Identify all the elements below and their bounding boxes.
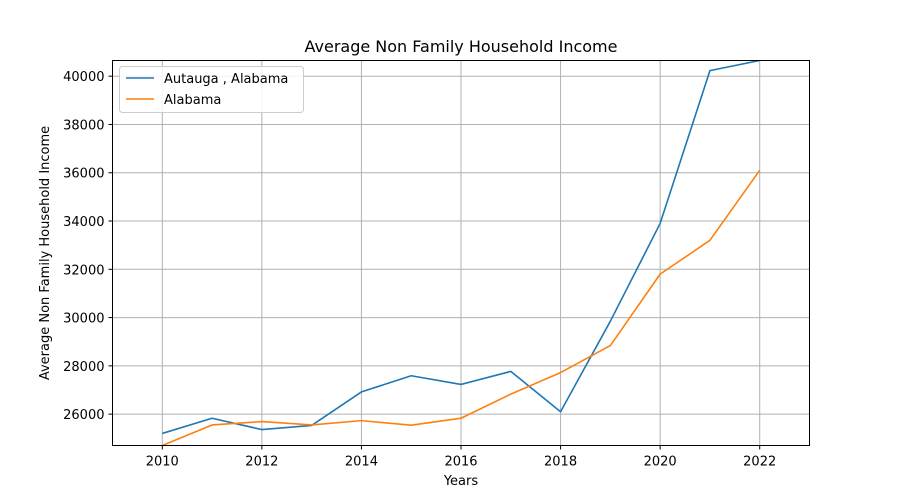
y-axis-label: Average Non Family Household Income bbox=[38, 126, 53, 380]
y-tick-label: 34000 bbox=[63, 215, 104, 230]
legend-box bbox=[119, 66, 304, 113]
y-tick-label: 26000 bbox=[63, 408, 104, 423]
x-tick-label: 2020 bbox=[644, 455, 677, 470]
y-tick-label: 32000 bbox=[63, 263, 104, 278]
series-lines bbox=[161, 59, 761, 447]
x-tick-label: 2012 bbox=[245, 455, 278, 470]
x-tick-label: 2018 bbox=[544, 455, 577, 470]
y-tick-label: 40000 bbox=[63, 70, 104, 85]
y-tick-label: 30000 bbox=[63, 312, 104, 327]
y-tick-label: 28000 bbox=[63, 360, 104, 375]
grid bbox=[112, 60, 810, 446]
legend: Autauga , Alabama Alabama bbox=[119, 66, 304, 113]
y-axis-ticks: 26000 28000 30000 32000 34000 36000 38000 40000 bbox=[63, 70, 113, 423]
series-line-alabama bbox=[161, 169, 761, 447]
x-axis-label: Years bbox=[443, 474, 479, 489]
legend-label-alabama: Alabama bbox=[164, 93, 221, 108]
x-tick-label: 2022 bbox=[743, 455, 776, 470]
x-tick-label: 2016 bbox=[444, 455, 477, 470]
legend-label-autauga: Autauga , Alabama bbox=[164, 72, 288, 87]
chart-title: Average Non Family Household Income bbox=[305, 37, 618, 56]
x-tick-label: 2010 bbox=[146, 455, 179, 470]
series-line-autauga-alabama bbox=[162, 59, 760, 435]
x-tick-label: 2014 bbox=[345, 455, 378, 470]
y-tick-label: 36000 bbox=[63, 167, 104, 182]
x-axis-ticks: 2010 2012 2014 2016 2018 2020 2022 bbox=[146, 445, 776, 470]
y-tick-label: 38000 bbox=[63, 118, 104, 133]
